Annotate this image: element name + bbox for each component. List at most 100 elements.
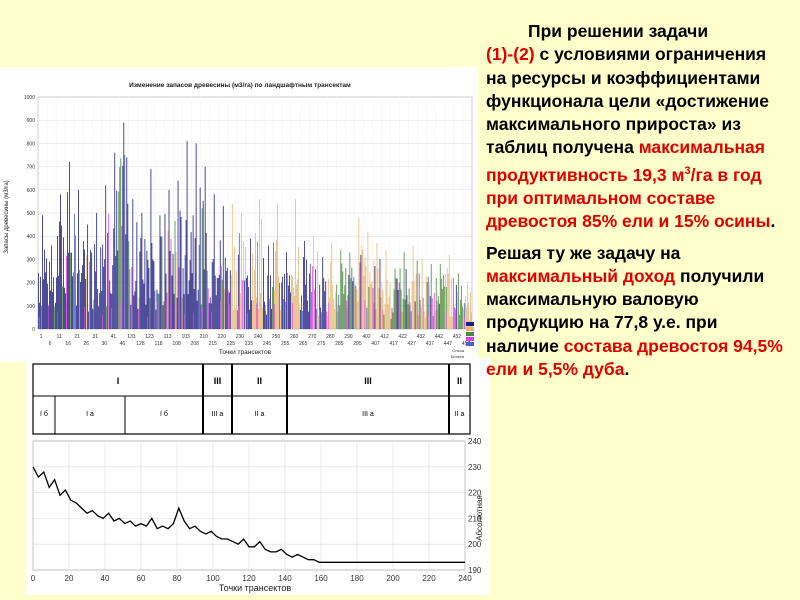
bar [431, 298, 433, 329]
bar [340, 250, 342, 329]
bar [119, 167, 121, 329]
bar [122, 165, 124, 329]
bar [380, 297, 382, 329]
bar [394, 268, 396, 329]
bar [144, 238, 146, 329]
bar [445, 287, 447, 329]
bar [460, 285, 462, 329]
bar [140, 237, 142, 329]
bar [121, 226, 123, 329]
bar [386, 279, 388, 329]
bar [55, 302, 56, 329]
bar [323, 277, 325, 329]
bar [201, 208, 203, 329]
bar [331, 243, 333, 329]
bar-minor [328, 302, 330, 329]
bar [105, 185, 107, 329]
bar [214, 275, 216, 329]
bar-minor [129, 299, 131, 329]
x-tick-label: 0 [31, 574, 36, 583]
bar [162, 305, 164, 329]
bar [190, 232, 192, 329]
x-tick-label: 270 [308, 334, 317, 340]
bar [60, 194, 61, 329]
bar [73, 272, 74, 329]
bar [456, 291, 458, 329]
bar [311, 292, 313, 329]
bar [317, 251, 319, 329]
bar-minor [427, 314, 429, 329]
bar [89, 261, 91, 329]
bar [396, 278, 398, 329]
bar [358, 217, 360, 329]
bar [368, 286, 370, 329]
bar [116, 190, 118, 329]
x-tick-label: 160 [314, 574, 328, 583]
zone-label: II [457, 376, 462, 386]
bar [224, 257, 226, 329]
bar-minor [337, 312, 339, 329]
bar [157, 293, 159, 329]
bar [217, 277, 219, 329]
bar [367, 231, 369, 329]
bar-minor [454, 308, 456, 329]
bar [413, 280, 415, 329]
bar-minor [93, 299, 94, 329]
bar [132, 199, 134, 329]
bar [370, 284, 372, 329]
bar [200, 304, 202, 329]
bar [414, 301, 416, 329]
bar [87, 224, 89, 329]
bar [264, 301, 265, 329]
x-tick-label: 46 [120, 341, 126, 347]
bar [336, 284, 338, 329]
bar [309, 273, 311, 329]
x-tick-label: 41 [111, 334, 117, 340]
bar [335, 292, 337, 329]
bar [442, 274, 444, 329]
bar [384, 303, 386, 329]
bar [403, 252, 405, 329]
bar [167, 231, 169, 329]
y-tick-label: 240 [468, 437, 482, 446]
bar [458, 314, 460, 329]
bar [366, 307, 368, 329]
bar [315, 269, 317, 329]
bar [360, 254, 362, 329]
x-tick-label: 208 [191, 341, 200, 347]
bar [56, 277, 57, 329]
bar [251, 253, 253, 329]
bar [402, 298, 404, 329]
x-tick-label: 422 [398, 334, 407, 340]
bar [312, 266, 314, 329]
bar [395, 278, 397, 329]
bar [342, 271, 344, 329]
x-tick-label: 16 [65, 341, 71, 347]
bar [168, 189, 170, 329]
bar [356, 289, 358, 329]
bar [233, 246, 235, 329]
bar [196, 300, 198, 329]
bar [288, 285, 289, 329]
bar [269, 298, 270, 329]
bar [100, 247, 102, 329]
bar [449, 316, 451, 329]
y-tick-label: 200 [468, 540, 482, 549]
bar [469, 291, 471, 329]
bar [401, 312, 403, 329]
bar [203, 269, 205, 329]
bar [179, 210, 181, 329]
bar [52, 291, 53, 329]
bar [399, 268, 401, 329]
text-span: получили максимальную валовую продукцию … [486, 265, 765, 356]
x-tick-label: 407 [371, 341, 380, 347]
y-tick-label: 600 [27, 188, 36, 194]
bar [304, 240, 306, 329]
bar [379, 259, 381, 329]
x-tick-label: 295 [353, 341, 362, 347]
bar-minor [463, 316, 465, 329]
bar [84, 249, 86, 329]
bar [152, 259, 154, 329]
bar [332, 285, 334, 329]
